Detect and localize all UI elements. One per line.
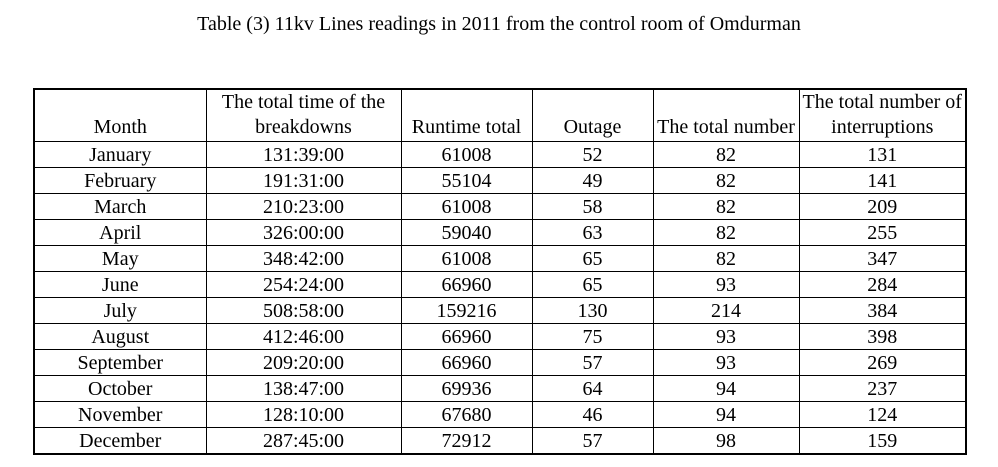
cell-runtime-total: 72912 xyxy=(400,427,533,455)
readings-table: Month The total time of the breakdowns R… xyxy=(33,88,967,455)
cell-total-interruptions: 384 xyxy=(798,297,967,324)
cell-total-number: 94 xyxy=(652,401,800,428)
table-row: February 191:31:00 55104 49 82 141 xyxy=(33,167,967,194)
cell-total-number: 82 xyxy=(652,193,800,220)
cell-outage: 57 xyxy=(531,427,654,455)
cell-total-interruptions: 131 xyxy=(798,141,967,168)
table-row: July 508:58:00 159216 130 214 384 xyxy=(33,297,967,324)
table-row: November 128:10:00 67680 46 94 124 xyxy=(33,401,967,428)
column-header-total-interruptions: The total number of interruptions xyxy=(798,88,967,142)
cell-runtime-total: 61008 xyxy=(400,245,533,272)
cell-runtime-total: 69936 xyxy=(400,375,533,402)
cell-breakdown-time: 210:23:00 xyxy=(205,193,402,220)
cell-breakdown-time: 254:24:00 xyxy=(205,271,402,298)
cell-outage: 64 xyxy=(531,375,654,402)
column-header-breakdown-time: The total time of the breakdowns xyxy=(205,88,402,142)
cell-outage: 75 xyxy=(531,323,654,350)
column-header-total-number: The total number xyxy=(652,88,800,142)
table-row: January 131:39:00 61008 52 82 131 xyxy=(33,141,967,168)
cell-outage: 49 xyxy=(531,167,654,194)
cell-breakdown-time: 287:45:00 xyxy=(205,427,402,455)
table-row: December 287:45:00 72912 57 98 159 xyxy=(33,427,967,455)
table-header: Month The total time of the breakdowns R… xyxy=(33,88,967,142)
cell-runtime-total: 55104 xyxy=(400,167,533,194)
cell-total-interruptions: 284 xyxy=(798,271,967,298)
cell-total-interruptions: 159 xyxy=(798,427,967,455)
cell-month: June xyxy=(33,271,207,298)
cell-month: November xyxy=(33,401,207,428)
cell-breakdown-time: 348:42:00 xyxy=(205,245,402,272)
cell-runtime-total: 66960 xyxy=(400,271,533,298)
cell-runtime-total: 66960 xyxy=(400,349,533,376)
cell-month: December xyxy=(33,427,207,455)
cell-total-interruptions: 398 xyxy=(798,323,967,350)
cell-breakdown-time: 128:10:00 xyxy=(205,401,402,428)
cell-total-interruptions: 237 xyxy=(798,375,967,402)
cell-breakdown-time: 131:39:00 xyxy=(205,141,402,168)
cell-total-interruptions: 269 xyxy=(798,349,967,376)
cell-total-number: 214 xyxy=(652,297,800,324)
cell-month: October xyxy=(33,375,207,402)
cell-outage: 65 xyxy=(531,245,654,272)
cell-month: August xyxy=(33,323,207,350)
cell-outage: 52 xyxy=(531,141,654,168)
cell-total-interruptions: 347 xyxy=(798,245,967,272)
cell-outage: 63 xyxy=(531,219,654,246)
cell-total-number: 82 xyxy=(652,245,800,272)
cell-month: March xyxy=(33,193,207,220)
cell-total-number: 94 xyxy=(652,375,800,402)
cell-runtime-total: 61008 xyxy=(400,193,533,220)
cell-breakdown-time: 412:46:00 xyxy=(205,323,402,350)
cell-outage: 57 xyxy=(531,349,654,376)
cell-runtime-total: 159216 xyxy=(400,297,533,324)
cell-runtime-total: 61008 xyxy=(400,141,533,168)
table-row: March 210:23:00 61008 58 82 209 xyxy=(33,193,967,220)
cell-total-number: 82 xyxy=(652,141,800,168)
cell-breakdown-time: 508:58:00 xyxy=(205,297,402,324)
column-header-outage: Outage xyxy=(531,88,654,142)
cell-month: April xyxy=(33,219,207,246)
table-row: October 138:47:00 69936 64 94 237 xyxy=(33,375,967,402)
cell-month: May xyxy=(33,245,207,272)
cell-total-interruptions: 124 xyxy=(798,401,967,428)
cell-total-interruptions: 255 xyxy=(798,219,967,246)
cell-outage: 58 xyxy=(531,193,654,220)
cell-month: January xyxy=(33,141,207,168)
cell-outage: 65 xyxy=(531,271,654,298)
cell-breakdown-time: 326:00:00 xyxy=(205,219,402,246)
cell-runtime-total: 66960 xyxy=(400,323,533,350)
table-row: April 326:00:00 59040 63 82 255 xyxy=(33,219,967,246)
cell-outage: 130 xyxy=(531,297,654,324)
header-row: Month The total time of the breakdowns R… xyxy=(33,88,967,142)
cell-breakdown-time: 209:20:00 xyxy=(205,349,402,376)
cell-total-number: 93 xyxy=(652,323,800,350)
cell-month: February xyxy=(33,167,207,194)
column-header-month: Month xyxy=(33,88,207,142)
cell-runtime-total: 67680 xyxy=(400,401,533,428)
cell-month: July xyxy=(33,297,207,324)
cell-total-number: 93 xyxy=(652,349,800,376)
cell-total-interruptions: 141 xyxy=(798,167,967,194)
cell-total-number: 98 xyxy=(652,427,800,455)
cell-total-number: 82 xyxy=(652,219,800,246)
table-caption: Table (3) 11kv Lines readings in 2011 fr… xyxy=(197,13,801,35)
cell-runtime-total: 59040 xyxy=(400,219,533,246)
table-row: May 348:42:00 61008 65 82 347 xyxy=(33,245,967,272)
table-row: June 254:24:00 66960 65 93 284 xyxy=(33,271,967,298)
table-row: August 412:46:00 66960 75 93 398 xyxy=(33,323,967,350)
cell-total-number: 82 xyxy=(652,167,800,194)
table-body: January 131:39:00 61008 52 82 131 February 191:… xyxy=(33,141,967,455)
cell-total-number: 93 xyxy=(652,271,800,298)
cell-breakdown-time: 138:47:00 xyxy=(205,375,402,402)
cell-month: September xyxy=(33,349,207,376)
table-row: September 209:20:00 66960 57 93 269 xyxy=(33,349,967,376)
cell-breakdown-time: 191:31:00 xyxy=(205,167,402,194)
cell-total-interruptions: 209 xyxy=(798,193,967,220)
column-header-runtime-total: Runtime total xyxy=(400,88,533,142)
cell-outage: 46 xyxy=(531,401,654,428)
